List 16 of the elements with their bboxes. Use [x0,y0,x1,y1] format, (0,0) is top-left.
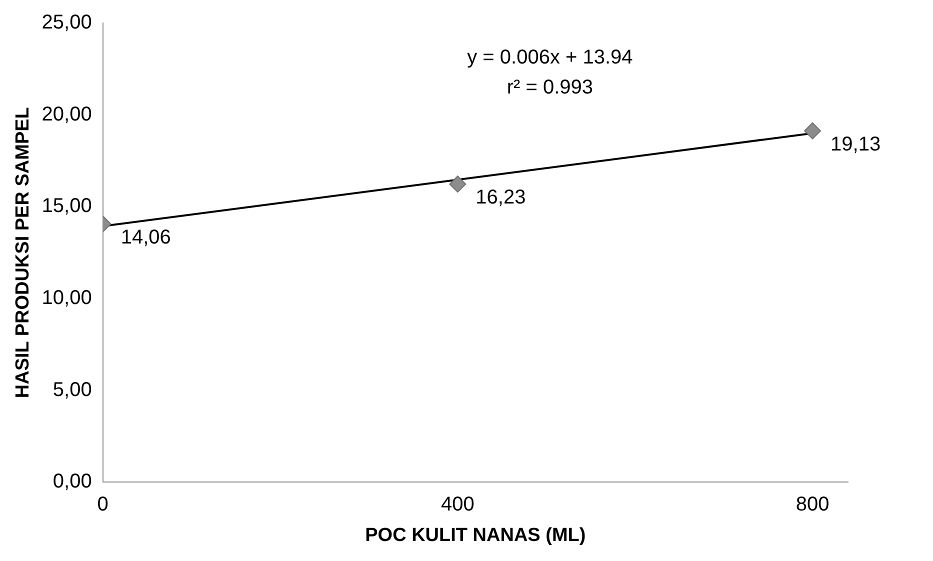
y-tick-label: 0,00 [52,470,92,493]
annotation: r² = 0.993 [506,76,594,99]
y-tick-label: 15,00 [42,195,92,218]
y-axis-title: HASIL PRODUKSI PER SAMPEL [12,106,34,398]
data-label: 19,13 [830,133,881,156]
y-tick-label: 10,00 [42,287,92,310]
x-tick-label: 800 [796,494,830,516]
x-tick-label: 400 [440,494,474,516]
x-tick-label: 0 [97,494,108,516]
y-tick-label: 5,00 [52,378,92,401]
data-label: 14,06 [120,226,171,248]
y-tick-label: 20,00 [42,103,92,126]
annotation: y = 0.006x + 13.94 [467,46,633,69]
data-label: 16,23 [476,186,526,209]
x-axis-title: POC KULIT NANAS (ML) [365,524,586,546]
y-tick-label: 25,00 [42,12,92,34]
